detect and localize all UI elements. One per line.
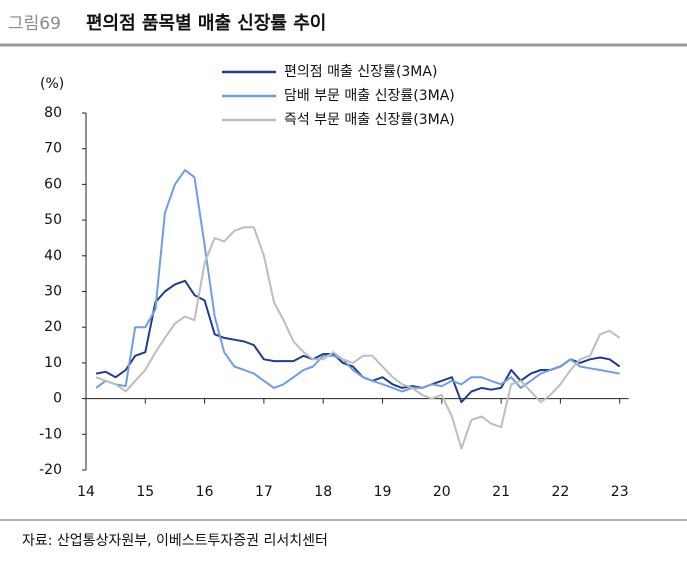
y-tick-label: 10 xyxy=(44,355,62,371)
y-unit: (%) xyxy=(40,76,64,92)
x-tick-label: 22 xyxy=(551,484,569,500)
x-tick-label: 19 xyxy=(374,484,392,500)
series-line xyxy=(95,226,621,450)
x-tick-label: 21 xyxy=(492,484,510,500)
x-tick-label: 15 xyxy=(136,484,154,500)
x-tick-label: 20 xyxy=(433,484,451,500)
figure-label: 그림69 xyxy=(8,14,61,34)
y-tick-label: 20 xyxy=(44,319,62,335)
legend-label: 편의점 매출 신장률(3MA) xyxy=(284,64,437,80)
y-tick-label: -10 xyxy=(39,426,62,442)
y-tick-label: 50 xyxy=(44,212,62,228)
series-line xyxy=(95,169,620,393)
x-tick-label: 23 xyxy=(611,484,629,500)
y-tick-label: 0 xyxy=(53,391,62,407)
y-tick-label: 70 xyxy=(44,141,62,157)
legend-label: 담배 부문 매출 신장률(3MA) xyxy=(284,88,455,104)
x-tick-label: 16 xyxy=(196,484,214,500)
chart-title: 편의점 품목별 매출 신장률 추이 xyxy=(86,13,326,34)
y-tick-label: 30 xyxy=(44,284,62,300)
y-tick-label: 60 xyxy=(44,176,62,192)
x-tick-label: 18 xyxy=(314,484,332,500)
legend-label: 즉석 부문 매출 신장률(3MA) xyxy=(284,112,455,128)
x-tick-label: 17 xyxy=(255,484,273,500)
x-tick-label: 14 xyxy=(77,484,95,500)
series-line xyxy=(95,279,621,404)
y-tick-label: -20 xyxy=(39,462,62,478)
y-tick-label: 80 xyxy=(44,105,62,121)
source-note: 자료: 산업통상자원부, 이베스트투자증권 리서치센터 xyxy=(22,533,328,549)
y-tick-label: 40 xyxy=(44,248,62,264)
